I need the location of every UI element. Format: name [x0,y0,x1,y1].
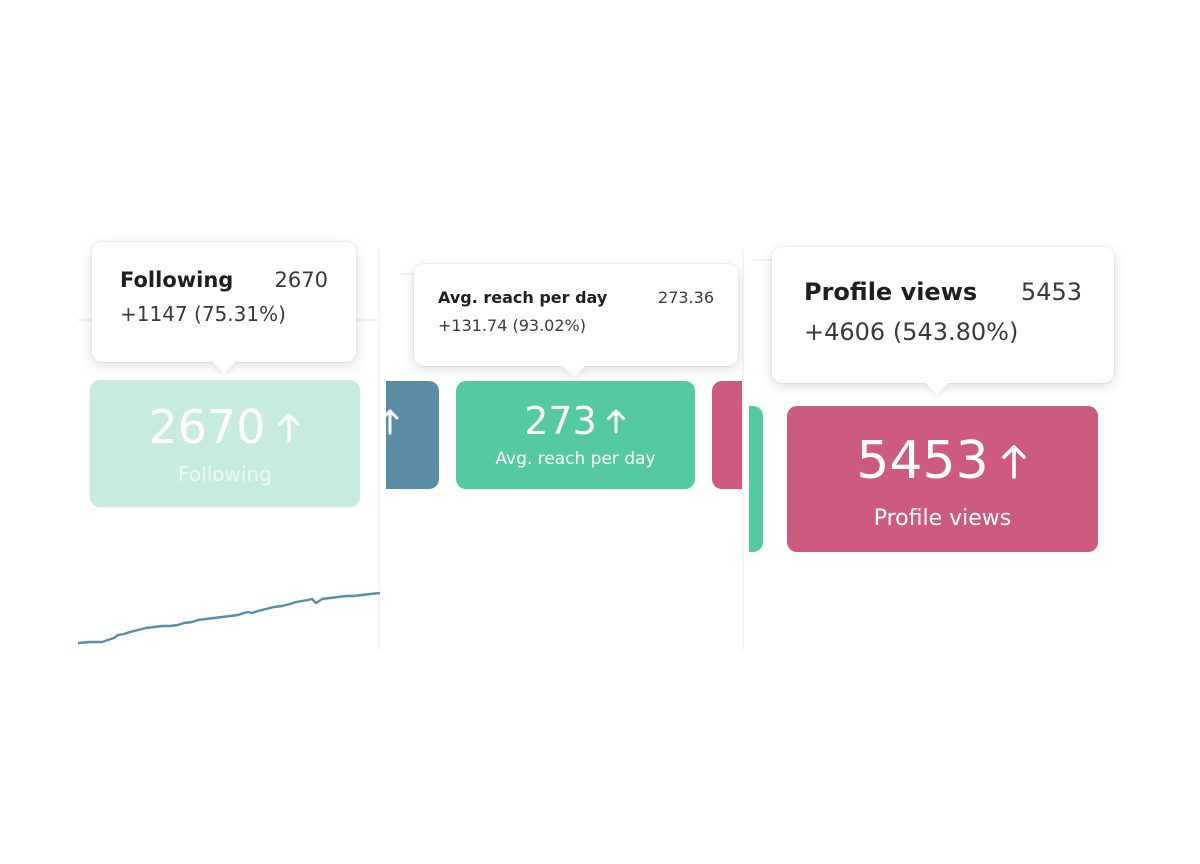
stat-card-label: Avg. reach per day [495,449,656,469]
tooltip-metric-delta: +1147 (75.31%) [120,302,286,326]
partial-stat-card [749,406,763,552]
arrow-up-icon [276,410,302,444]
stat-card-label: Following [178,462,272,486]
panel-divider [400,273,420,275]
tooltip-metric-value: 273.36 [658,288,714,307]
tooltip-metric-delta: +131.74 (93.02%) [438,316,586,335]
panel-divider [742,250,744,650]
stat-card-value: 5453 [856,431,989,491]
arrow-up-icon [605,407,627,435]
stat-card-avg-reach[interactable]: 273 Avg. reach per day [456,381,695,489]
arrow-up-icon [386,407,400,439]
stat-card-value: 2670 [148,400,266,454]
tooltip-profile-views: Profile views 5453 +4606 (543.80%) [772,247,1114,383]
tooltip-metric-value: 5453 [1020,278,1082,306]
sparkline-path [78,591,380,645]
stat-card-profile-views[interactable]: 5453 Profile views [787,406,1098,552]
tooltip-following: Following 2670 +1147 (75.31%) [92,242,356,362]
arrow-up-icon [999,442,1029,480]
tooltip-metric-name: Following [120,268,234,292]
trend-sparkline [78,591,380,645]
tooltip-metric-value: 2670 [274,268,328,292]
tooltip-metric-delta: +4606 (543.80%) [804,318,1019,346]
partial-stat-card [386,381,439,489]
tooltip-metric-name: Avg. reach per day [438,288,608,307]
panel-divider [752,259,774,261]
stat-card-label: Profile views [873,506,1012,531]
stat-card-following[interactable]: 2670 Following [90,380,360,507]
panel-divider [378,250,380,650]
tooltip-avg-reach: Avg. reach per day 273.36 +131.74 (93.02… [414,264,738,366]
tooltip-metric-name: Profile views [804,278,978,306]
partial-stat-card [712,381,742,489]
stat-card-value: 273 [524,399,597,443]
